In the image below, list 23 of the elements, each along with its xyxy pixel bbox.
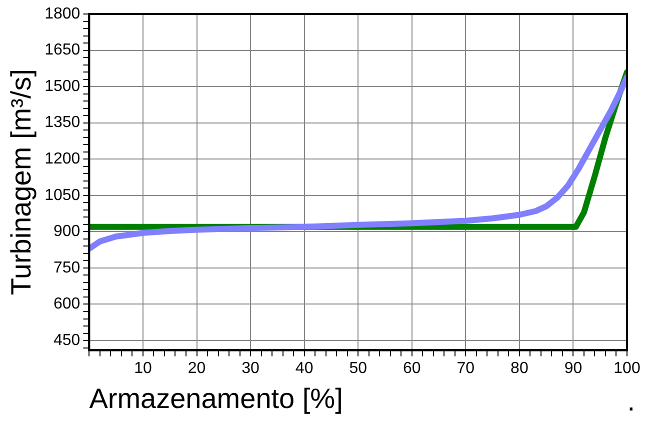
y-tick-label: 750 <box>53 259 80 276</box>
x-tick-label: 60 <box>402 360 421 378</box>
x-tick-label: 10 <box>134 360 152 378</box>
x-tick-label: 40 <box>295 360 314 378</box>
y-tick-label: 1350 <box>44 114 80 132</box>
x-tick-label: 20 <box>188 360 206 378</box>
y-tick-label: 1500 <box>44 78 80 95</box>
x-tick-label: 70 <box>456 360 475 378</box>
text: . <box>627 386 635 417</box>
y-tick-label: 1050 <box>44 186 80 204</box>
x-tick-label: 80 <box>510 360 528 378</box>
y-tick-label: 600 <box>53 296 80 313</box>
y-tick-label: 450 <box>53 332 80 349</box>
x-axis-title: Armazenamento [%] <box>89 382 343 414</box>
y-tick-label: 1800 <box>44 5 80 22</box>
x-tick-label: 50 <box>349 360 368 378</box>
x-tick-label: 100 <box>614 360 640 378</box>
y-tick-label: 900 <box>53 223 80 240</box>
x-tick-label: 90 <box>564 360 582 378</box>
y-tick-label: 1200 <box>44 150 80 168</box>
y-tick-label: 1650 <box>44 42 80 59</box>
x-tick-label: 30 <box>242 360 260 378</box>
y-axis-title: Turbinagem [m³/s] <box>6 69 37 296</box>
